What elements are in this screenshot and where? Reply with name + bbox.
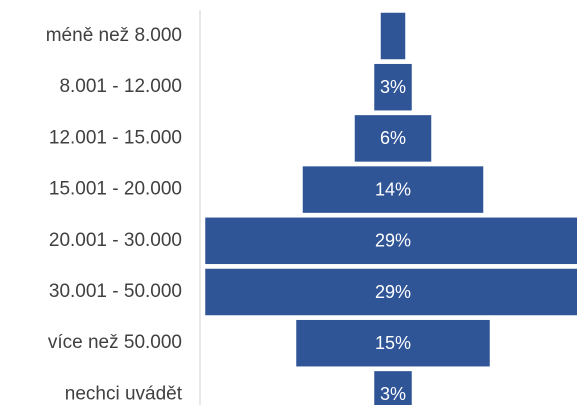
value-label: 6%	[380, 128, 406, 148]
bar	[372, 62, 414, 112]
bar	[379, 11, 407, 61]
bar	[203, 216, 577, 266]
bar	[294, 318, 492, 368]
category-label: více než 50.000	[48, 332, 182, 353]
value-label: 29%	[375, 282, 411, 302]
value-label: 15%	[375, 333, 411, 353]
category-label: 30.001 - 50.000	[49, 281, 182, 302]
value-label: 14%	[375, 179, 411, 199]
bar	[301, 164, 485, 215]
category-label: nechci uvádět	[65, 383, 183, 404]
bar	[203, 267, 577, 317]
category-label: 12.001 - 15.000	[49, 127, 182, 148]
bar	[353, 113, 433, 164]
category-label: 20.001 - 30.000	[49, 230, 182, 251]
category-label: méně než 8.000	[46, 25, 182, 46]
value-label: 3%	[380, 77, 406, 97]
category-label: 15.001 - 20.000	[49, 179, 182, 200]
bar	[372, 369, 414, 405]
value-label: 3%	[380, 384, 406, 404]
value-label: 29%	[375, 231, 411, 251]
category-label: 8.001 - 12.000	[59, 76, 182, 97]
